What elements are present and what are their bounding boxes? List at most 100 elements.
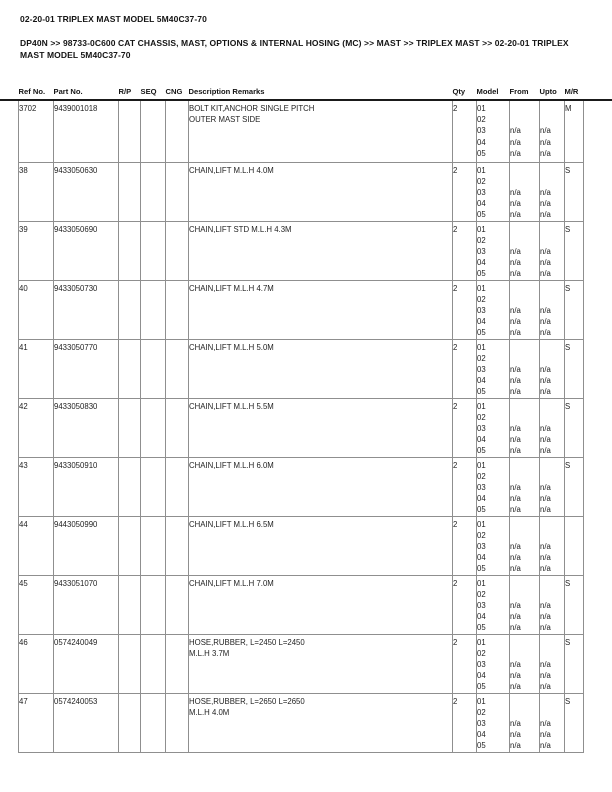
model-code: 05 bbox=[477, 505, 486, 515]
from-cell: n/a n/a n/a bbox=[509, 456, 540, 517]
seq-cell bbox=[140, 279, 166, 340]
cng-cell-text bbox=[167, 165, 188, 176]
description-cell: CHAIN,LIFT STD M.L.H 4.3M bbox=[188, 220, 453, 281]
description-line: CHAIN,LIFT M.L.H 6.0M bbox=[189, 460, 274, 470]
cng-cell bbox=[165, 633, 189, 694]
model-code: 04 bbox=[477, 494, 486, 504]
upto-value: n/a bbox=[540, 600, 551, 610]
from-value: n/a bbox=[510, 246, 521, 256]
from-value: n/a bbox=[510, 364, 521, 374]
from-value bbox=[511, 519, 539, 530]
model-code: 04 bbox=[477, 199, 486, 209]
cng-cell-text bbox=[167, 103, 188, 114]
part-no-cell-text: 0574240049 bbox=[54, 637, 98, 647]
ref-no-cell: 44 bbox=[18, 515, 54, 576]
model-code: 05 bbox=[477, 741, 486, 751]
upto-value bbox=[541, 401, 564, 412]
ref-no-cell-text: 3702 bbox=[19, 104, 37, 113]
from-value: n/a bbox=[510, 494, 521, 504]
model-code: 03 bbox=[477, 482, 486, 492]
model-cell: 01 02 03 04 05 bbox=[476, 279, 510, 340]
mr-cell-text: S bbox=[565, 224, 571, 234]
table-row: 42 9433050830 CHAIN,LIFT M.L.H 5.5M 2 01 02 03… bbox=[18, 397, 584, 458]
rp-cell bbox=[118, 338, 141, 399]
from-cell: n/a n/a n/a bbox=[509, 161, 540, 222]
mr-cell bbox=[564, 515, 584, 576]
cng-cell-text bbox=[167, 224, 188, 235]
parts-table-body: 3702 9439001018 BOLT KIT,ANCHOR SINGLE PIT… bbox=[18, 101, 584, 753]
description-line: M.L.H 3.7M bbox=[189, 648, 230, 658]
upto-value: n/a bbox=[540, 376, 551, 386]
upto-value: n/a bbox=[540, 148, 551, 158]
upto-value bbox=[541, 589, 564, 600]
from-value bbox=[511, 176, 539, 187]
upto-value: n/a bbox=[540, 446, 551, 456]
upto-value bbox=[541, 519, 564, 530]
seq-cell bbox=[140, 633, 166, 694]
from-value: n/a bbox=[510, 317, 521, 327]
part-no-cell: 0574240053 bbox=[53, 692, 119, 753]
upto-cell: n/a n/a n/a bbox=[539, 338, 565, 399]
upto-value bbox=[541, 235, 564, 246]
description-line: CHAIN,LIFT M.L.H 4.0M bbox=[189, 165, 274, 175]
upto-value: n/a bbox=[540, 269, 551, 279]
description-cell: BOLT KIT,ANCHOR SINGLE PITCH OUTER MAST S… bbox=[188, 101, 453, 163]
upto-value: n/a bbox=[540, 137, 551, 147]
description-cell: CHAIN,LIFT M.L.H 5.0M bbox=[188, 338, 453, 399]
upto-value: n/a bbox=[540, 435, 551, 445]
ref-no-cell: 42 bbox=[18, 397, 54, 458]
from-value: n/a bbox=[510, 741, 521, 751]
description-cell: CHAIN,LIFT M.L.H 4.7M bbox=[188, 279, 453, 340]
mr-cell: M bbox=[564, 101, 584, 163]
from-value: n/a bbox=[510, 623, 521, 633]
table-row: 38 9433050630 CHAIN,LIFT M.L.H 4.0M 2 01 02 03… bbox=[18, 161, 584, 222]
upto-value: n/a bbox=[540, 671, 551, 681]
from-value: n/a bbox=[510, 671, 521, 681]
rp-cell-text bbox=[120, 103, 140, 114]
part-no-cell: 9433050830 bbox=[53, 397, 119, 458]
from-value bbox=[511, 401, 539, 412]
upto-value: n/a bbox=[540, 199, 551, 209]
model-code: 03 bbox=[477, 126, 486, 136]
seq-cell-text bbox=[142, 519, 165, 530]
table-row: 40 9433050730 CHAIN,LIFT M.L.H 4.7M 2 01 02 03… bbox=[18, 279, 584, 340]
ref-no-cell-text: 39 bbox=[19, 224, 28, 234]
cng-cell bbox=[165, 161, 189, 222]
from-value: n/a bbox=[510, 199, 521, 209]
model-code: 01 bbox=[477, 283, 486, 293]
mr-cell: S bbox=[564, 692, 584, 753]
description-line: CHAIN,LIFT M.L.H 7.0M bbox=[189, 578, 274, 588]
seq-cell bbox=[140, 101, 166, 163]
model-code: 01 bbox=[477, 519, 486, 529]
model-cell: 01 02 03 04 05 bbox=[476, 397, 510, 458]
rp-cell bbox=[118, 397, 141, 458]
from-value bbox=[511, 165, 539, 176]
qty-cell-text: 2 bbox=[453, 165, 458, 175]
from-value: n/a bbox=[510, 564, 521, 574]
description-line: M.L.H 4.0M bbox=[189, 707, 230, 717]
ref-no-cell: 39 bbox=[18, 220, 54, 281]
model-code: 04 bbox=[477, 258, 486, 268]
part-no-cell: 9439001018 bbox=[53, 101, 119, 163]
seq-cell-text bbox=[142, 637, 165, 648]
model-code: 02 bbox=[477, 648, 486, 658]
description-line: CHAIN,LIFT M.L.H 5.5M bbox=[189, 401, 274, 411]
upto-value bbox=[541, 412, 564, 423]
upto-cell: n/a n/a n/a bbox=[539, 101, 565, 163]
cng-cell-text bbox=[167, 283, 188, 294]
from-value: n/a bbox=[510, 719, 521, 729]
upto-value: n/a bbox=[540, 482, 551, 492]
qty-cell: 2 bbox=[452, 220, 477, 281]
ref-no-cell-text: 38 bbox=[19, 165, 28, 175]
rp-cell-text bbox=[120, 637, 140, 648]
model-code: 03 bbox=[477, 246, 486, 256]
upto-value: n/a bbox=[540, 246, 551, 256]
from-cell: n/a n/a n/a bbox=[509, 692, 540, 753]
upto-cell: n/a n/a n/a bbox=[539, 220, 565, 281]
column-header-seq: SEQ bbox=[140, 87, 157, 96]
rp-cell bbox=[118, 161, 141, 222]
upto-cell: n/a n/a n/a bbox=[539, 279, 565, 340]
from-value bbox=[511, 342, 539, 353]
model-code: 05 bbox=[477, 269, 486, 279]
rp-cell bbox=[118, 692, 141, 753]
